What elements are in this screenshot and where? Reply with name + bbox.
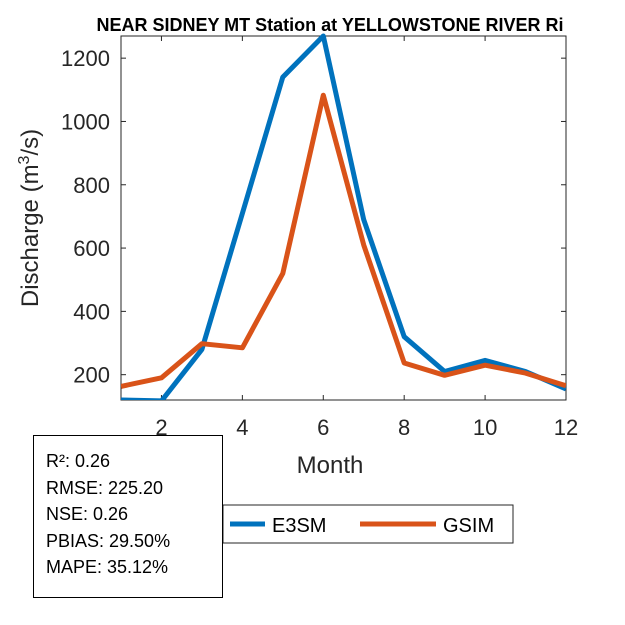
stat-pbias: PBIAS: 29.50%	[46, 530, 171, 551]
series-line-e3sm	[121, 33, 566, 400]
x-tick-label: 10	[473, 415, 497, 440]
x-axis-label: Month	[297, 452, 364, 479]
chart-title: NEAR SIDNEY MT Station at YELLOWSTONE RI…	[96, 15, 563, 35]
series-lines	[121, 33, 566, 400]
plot-area-frame	[120, 35, 567, 401]
y-axis-label-tail: /s)	[17, 129, 44, 156]
y-axis-label: Discharge (m3/s)	[16, 129, 44, 307]
x-tick-label: 8	[398, 415, 410, 440]
legend: E3SM GSIM	[222, 504, 514, 544]
legend-e3sm-label: E3SM	[272, 515, 326, 537]
x-tick-label: 4	[236, 415, 248, 440]
stat-mape: MAPE: 35.12%	[46, 557, 169, 577]
y-tick-label: 1200	[61, 46, 110, 71]
y-tick-label: 200	[73, 363, 110, 388]
stats-box: R²: 0.26 RMSE: 225.20 NSE: 0.26 PBIAS: 2…	[33, 435, 223, 598]
x-tick-label: 2	[155, 415, 167, 440]
legend-gsim-label: GSIM	[443, 515, 494, 537]
y-tick-label: 1000	[61, 109, 110, 134]
series-line-gsim	[121, 92, 566, 389]
x-tick-label: 12	[554, 415, 578, 440]
stat-r2: R²: 0.26	[46, 451, 111, 471]
axis-ticks: 2 4 6 8 10 12 200 400 600 800 1000 1200	[61, 36, 578, 440]
y-axis-label-superscript: 3	[16, 155, 33, 164]
y-tick-label: 600	[73, 236, 110, 261]
y-tick-label: 800	[73, 173, 110, 198]
legend-box	[222, 504, 514, 544]
y-axis-label-main: Discharge (m	[17, 164, 44, 307]
stat-rmse: RMSE: 225.20	[46, 477, 164, 498]
stat-nse: NSE: 0.26	[46, 504, 129, 524]
x-tick-label: 6	[317, 415, 329, 440]
y-tick-label: 400	[73, 299, 110, 324]
